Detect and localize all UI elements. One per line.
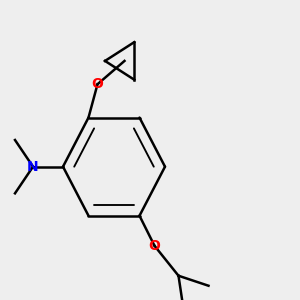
Text: N: N (27, 160, 39, 174)
Text: O: O (148, 239, 160, 253)
Text: O: O (92, 77, 104, 91)
